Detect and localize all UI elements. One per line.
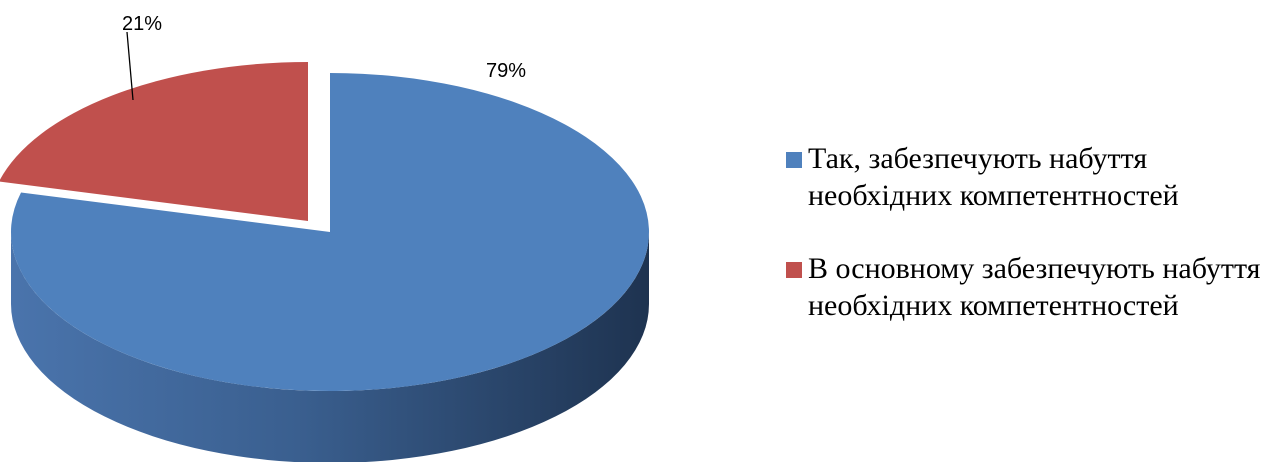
pie-slice-1	[10, 73, 649, 391]
data-label-slice-1: 79%	[486, 60, 526, 82]
data-label-slice-2: 21%	[122, 13, 162, 35]
legend-swatch-red	[786, 262, 802, 278]
legend-label-1: Так, забезпечують набуття необхідних ком…	[808, 142, 1179, 212]
pie-chart: 21% 79%	[0, 13, 649, 462]
legend-label-2: В основному забезпечують набуття необхід…	[808, 252, 1261, 322]
pie-slice-1-side	[11, 232, 649, 462]
legend-item-1: Так, забезпечують набуття необхідних ком…	[786, 140, 1276, 214]
legend-item-2: В основному забезпечують набуття необхід…	[786, 250, 1276, 324]
legend-swatch-blue	[786, 152, 802, 168]
pie-slice-2	[0, 62, 308, 221]
legend: Так, забезпечують набуття необхідних ком…	[786, 140, 1276, 360]
data-label-leader-line	[126, 31, 134, 101]
pie-chart-svg: 21% 79%	[0, 13, 649, 462]
